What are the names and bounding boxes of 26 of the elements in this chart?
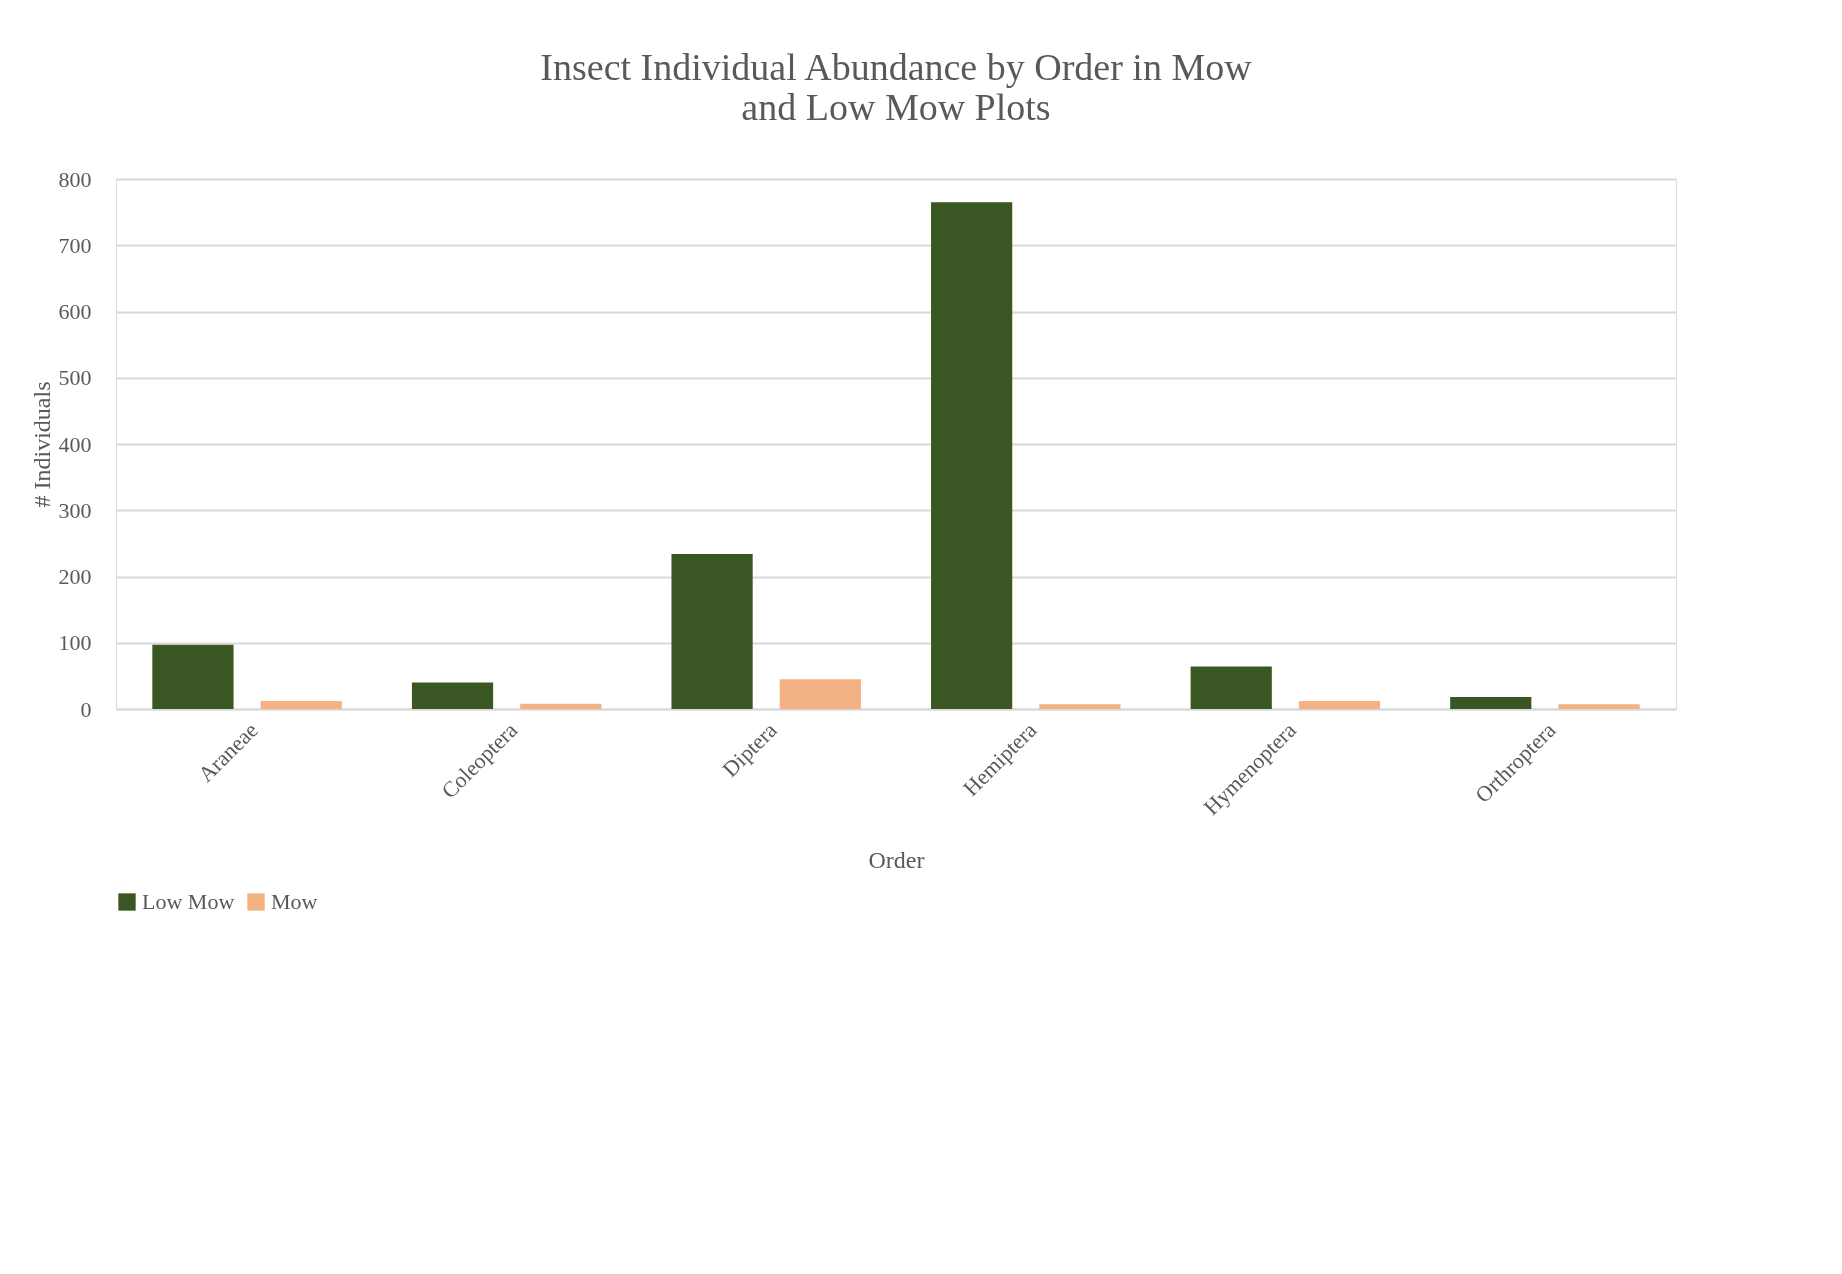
bar [779,679,861,709]
bar [1298,701,1381,709]
bar [671,553,753,709]
x-axis-title: Order [868,847,925,874]
y-tick-label: 200 [58,564,92,589]
y-tick-label: 700 [58,232,92,258]
y-tick-label: 500 [58,365,92,391]
bar [1558,704,1640,709]
bar [1450,697,1532,709]
bar [931,202,1013,709]
bar [152,644,234,709]
bar [1039,704,1121,709]
bar [260,701,342,709]
y-tick-label: 100 [58,630,92,656]
y-tick-label: 400 [58,431,92,457]
y-tick-label: 0 [80,696,92,722]
bar [520,703,602,709]
y-tick-label: 600 [58,299,92,324]
text: Insect Individual Abundance by Order in Mow [540,46,1252,88]
y-axis-title: # Individuals [28,381,55,508]
bar [1190,666,1272,709]
bar [411,682,494,709]
legend-label: Low Mow [142,889,235,914]
y-tick-label: 300 [58,497,92,523]
legend-label: Mow [271,889,318,914]
y-tick-label: 800 [58,166,92,192]
